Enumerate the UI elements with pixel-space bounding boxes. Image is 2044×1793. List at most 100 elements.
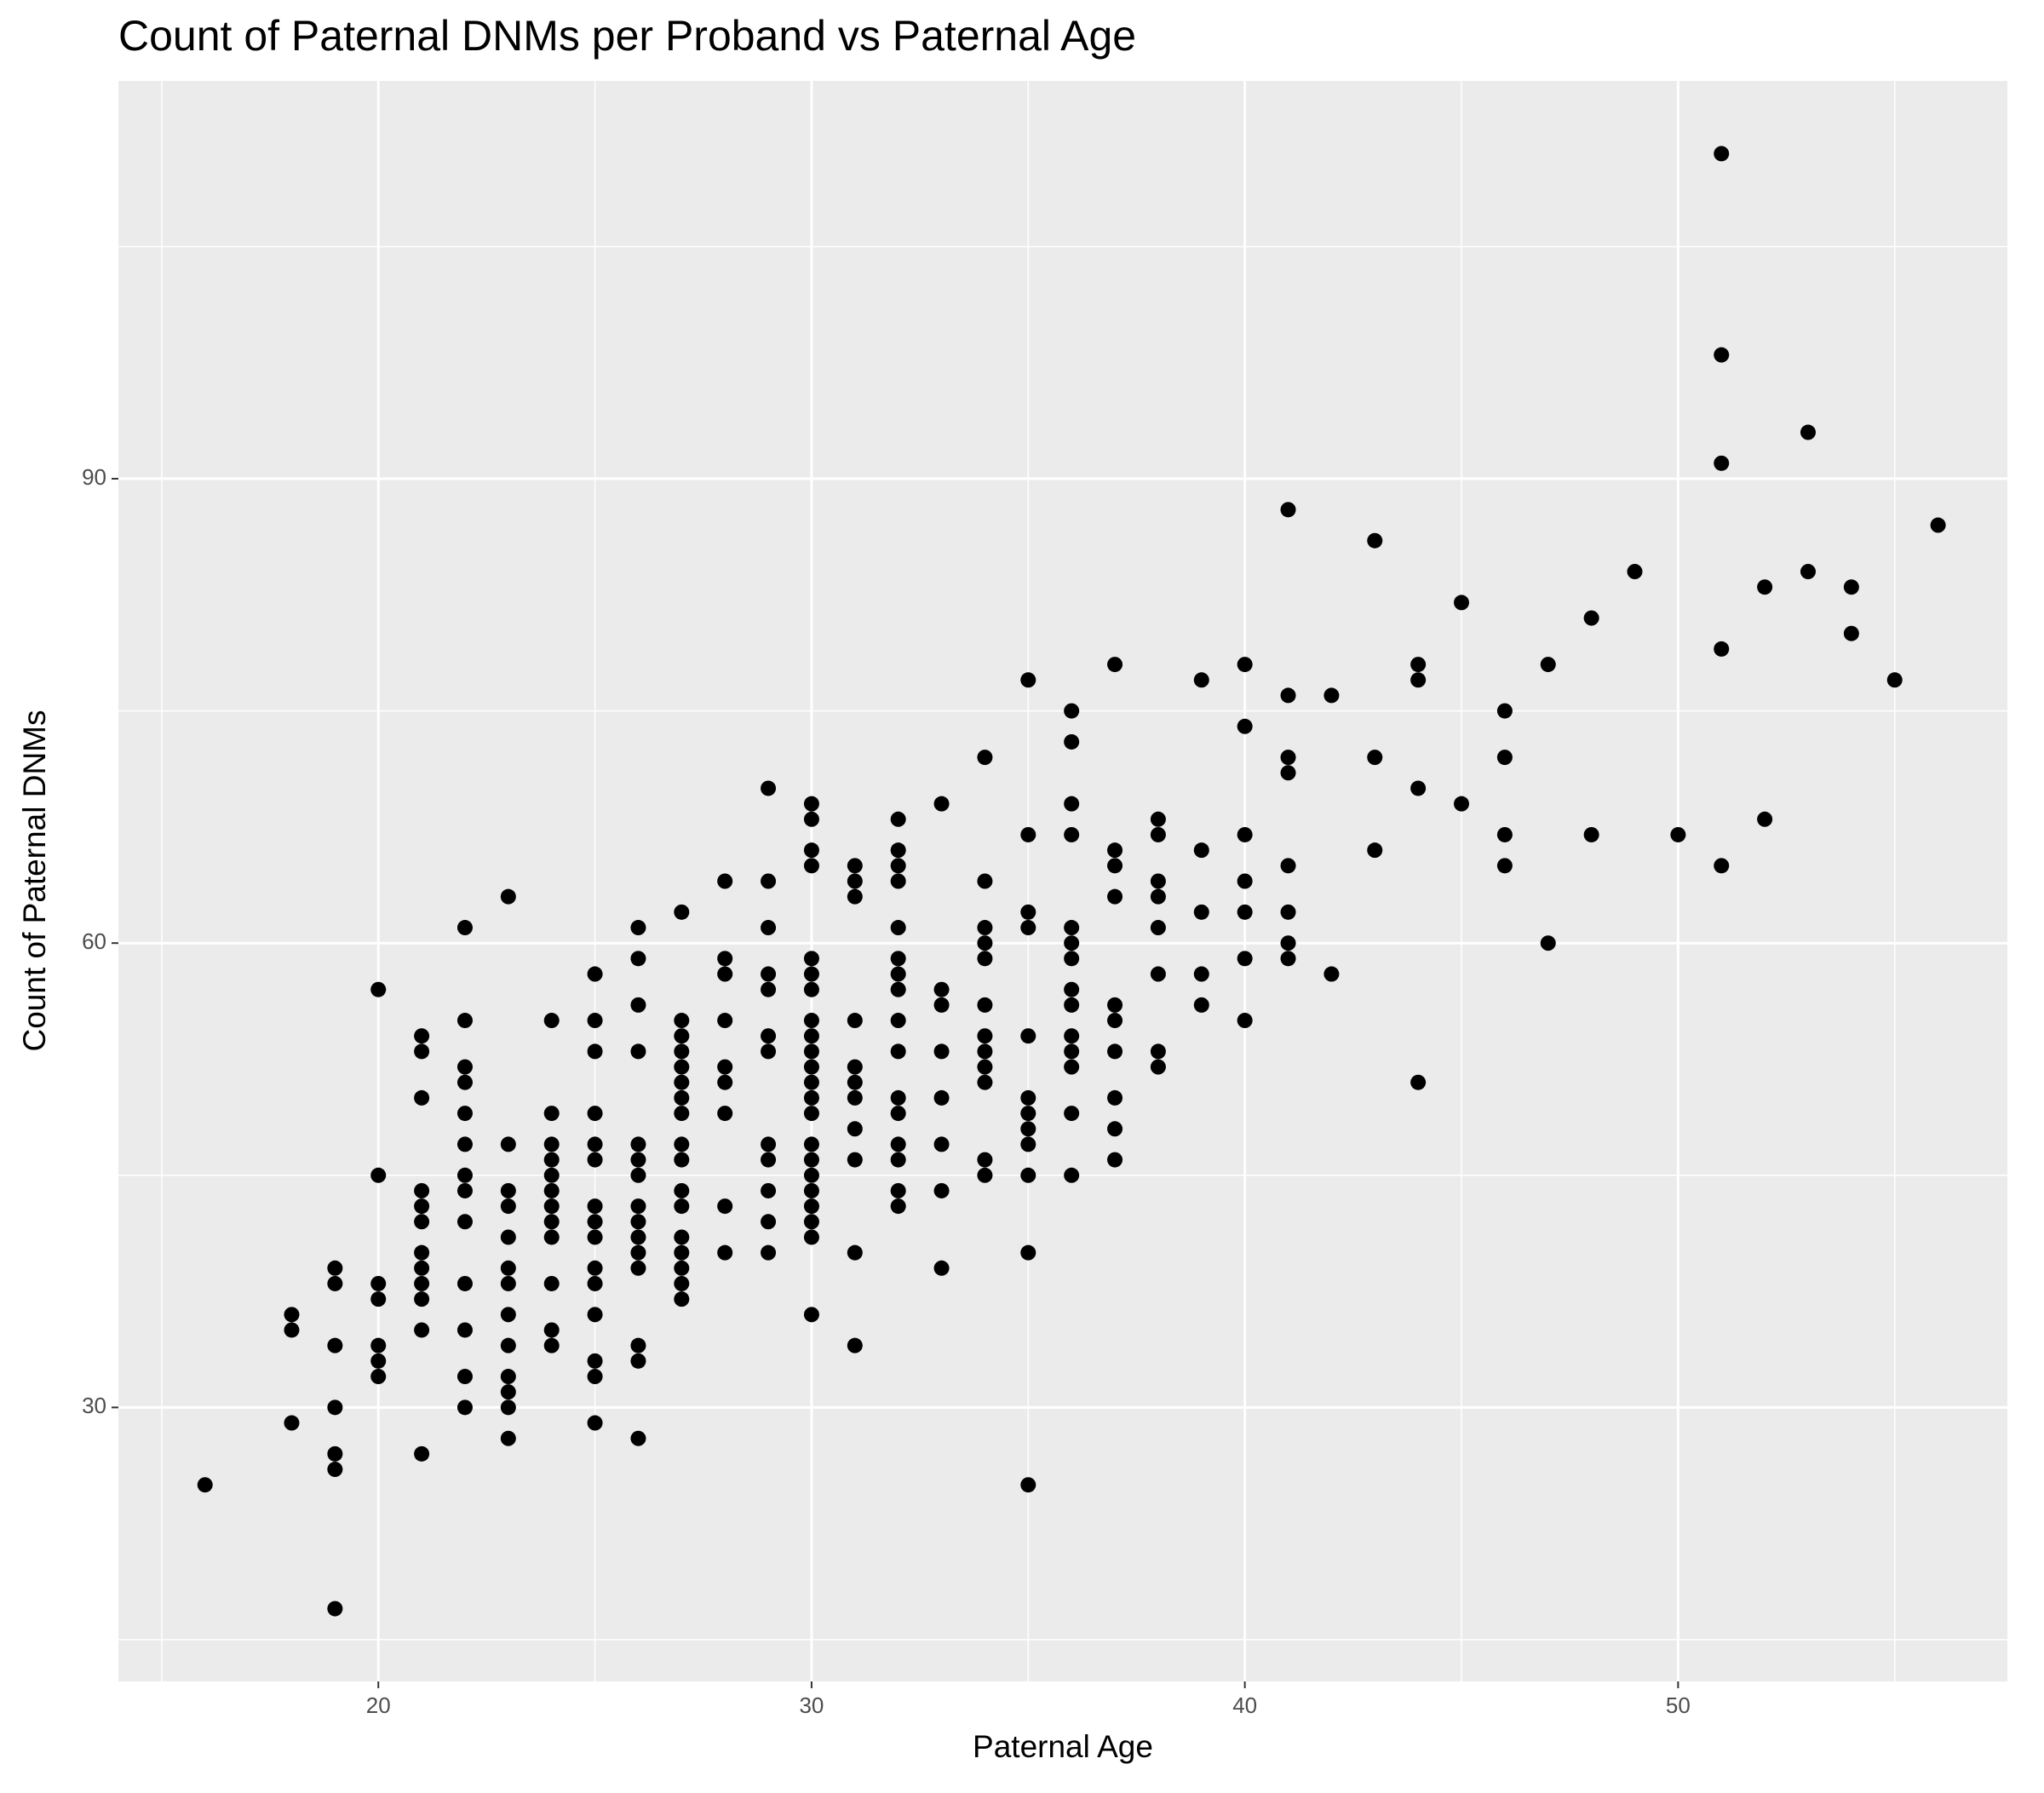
point bbox=[674, 1229, 690, 1245]
point bbox=[1800, 424, 1816, 440]
point bbox=[587, 1214, 603, 1230]
point bbox=[890, 951, 906, 967]
point bbox=[674, 1028, 690, 1044]
point bbox=[414, 1214, 430, 1230]
point bbox=[414, 1043, 430, 1060]
point bbox=[803, 1013, 819, 1029]
point bbox=[977, 935, 993, 951]
point bbox=[1064, 733, 1080, 750]
point bbox=[1064, 1059, 1080, 1075]
point bbox=[587, 1043, 603, 1060]
point bbox=[1757, 579, 1773, 595]
point bbox=[456, 920, 473, 936]
point bbox=[1410, 672, 1427, 688]
point bbox=[543, 1136, 560, 1152]
point bbox=[1454, 796, 1470, 812]
point bbox=[890, 1106, 906, 1122]
point bbox=[803, 951, 819, 967]
point bbox=[1714, 146, 1730, 162]
point bbox=[1323, 966, 1340, 982]
point bbox=[1150, 811, 1166, 827]
point bbox=[847, 873, 863, 889]
point bbox=[1020, 1028, 1036, 1044]
point bbox=[456, 1013, 473, 1029]
point bbox=[717, 873, 733, 889]
point bbox=[977, 1059, 993, 1075]
point bbox=[933, 1136, 950, 1152]
point bbox=[761, 780, 777, 796]
x-tick-label: 40 bbox=[1232, 1692, 1257, 1718]
point bbox=[1280, 951, 1296, 967]
point bbox=[674, 1198, 690, 1215]
point bbox=[717, 951, 733, 967]
point bbox=[1583, 826, 1599, 842]
point bbox=[1107, 1043, 1123, 1060]
point bbox=[674, 1291, 690, 1307]
point bbox=[587, 1106, 603, 1122]
point bbox=[933, 1182, 950, 1198]
point bbox=[1020, 1089, 1036, 1106]
point bbox=[500, 1430, 516, 1446]
x-tick-label: 20 bbox=[366, 1692, 391, 1718]
point bbox=[1150, 873, 1166, 889]
point bbox=[500, 1337, 516, 1353]
point bbox=[587, 1415, 603, 1431]
point bbox=[933, 1043, 950, 1060]
point bbox=[1410, 780, 1427, 796]
point bbox=[543, 1182, 560, 1198]
point bbox=[674, 1043, 690, 1060]
point bbox=[1930, 517, 1946, 533]
point bbox=[890, 858, 906, 874]
point bbox=[543, 1229, 560, 1245]
point bbox=[933, 1089, 950, 1106]
point bbox=[500, 1182, 516, 1198]
point bbox=[630, 1043, 646, 1060]
point bbox=[674, 904, 690, 920]
point bbox=[630, 1214, 646, 1230]
point bbox=[803, 858, 819, 874]
point bbox=[1280, 687, 1296, 704]
point bbox=[977, 920, 993, 936]
point bbox=[630, 1198, 646, 1215]
point bbox=[717, 966, 733, 982]
point bbox=[1064, 703, 1080, 719]
point bbox=[847, 1089, 863, 1106]
point bbox=[500, 1369, 516, 1385]
point bbox=[587, 1353, 603, 1369]
point bbox=[456, 1214, 473, 1230]
point bbox=[1064, 1167, 1080, 1183]
point bbox=[674, 1074, 690, 1090]
point bbox=[847, 1244, 863, 1261]
point bbox=[1800, 564, 1816, 580]
point bbox=[1237, 718, 1253, 734]
point bbox=[1193, 842, 1209, 859]
point bbox=[803, 1074, 819, 1090]
point bbox=[456, 1106, 473, 1122]
point bbox=[803, 811, 819, 827]
point bbox=[630, 951, 646, 967]
point bbox=[1280, 502, 1296, 518]
point bbox=[1020, 826, 1036, 842]
point bbox=[1020, 920, 1036, 936]
point bbox=[500, 1399, 516, 1416]
point bbox=[1757, 811, 1773, 827]
point bbox=[456, 1275, 473, 1291]
point bbox=[890, 1182, 906, 1198]
point bbox=[803, 1136, 819, 1152]
point bbox=[327, 1399, 343, 1416]
point bbox=[977, 1028, 993, 1044]
point bbox=[803, 1028, 819, 1044]
point bbox=[1020, 1136, 1036, 1152]
point bbox=[761, 873, 777, 889]
point bbox=[761, 1043, 777, 1060]
point bbox=[370, 1275, 387, 1291]
point bbox=[1367, 750, 1383, 766]
point bbox=[500, 1384, 516, 1400]
point bbox=[284, 1322, 300, 1338]
point bbox=[761, 1244, 777, 1261]
point bbox=[543, 1167, 560, 1183]
point bbox=[1627, 564, 1643, 580]
point bbox=[327, 1445, 343, 1462]
point bbox=[587, 1152, 603, 1168]
point bbox=[414, 1028, 430, 1044]
